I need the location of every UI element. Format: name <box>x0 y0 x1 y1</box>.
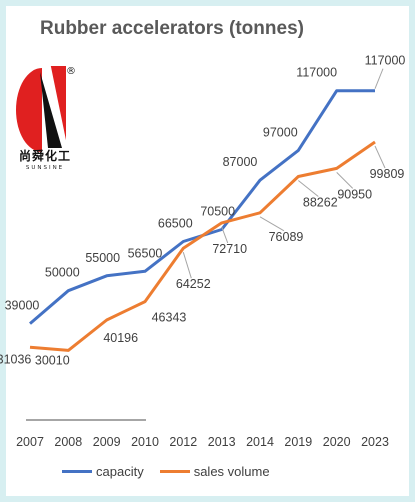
data-label-sales-volume: 40196 <box>103 331 138 345</box>
chart-title: Rubber accelerators (tonnes) <box>40 18 304 39</box>
data-label-sales-volume: 99809 <box>370 167 405 181</box>
data-label-capacity: 97000 <box>263 125 298 139</box>
legend-item-capacity: capacity <box>62 464 144 479</box>
leader-line <box>221 226 229 244</box>
sunsine-logo: ® <box>16 62 76 152</box>
data-label-sales-volume: 31036 <box>0 352 31 366</box>
data-label-capacity: 50000 <box>45 266 80 280</box>
x-tick-label: 2007 <box>16 435 44 449</box>
data-label-sales-volume: 76089 <box>269 230 304 244</box>
data-label-sales-volume: 46343 <box>152 311 187 325</box>
leader-line <box>297 180 319 197</box>
legend-swatch-sales-volume <box>159 470 190 473</box>
logo-chinese-text: 尚舜化工 <box>18 149 71 163</box>
leader-line <box>374 145 386 169</box>
data-label-capacity: 39000 <box>5 299 40 313</box>
data-label-sales-volume: 64252 <box>176 277 211 291</box>
legend-label-capacity: capacity <box>96 464 144 479</box>
x-tick-label: 2008 <box>54 435 82 449</box>
data-label-capacity: 117000 <box>296 66 337 80</box>
x-tick-label: 2014 <box>246 435 274 449</box>
data-label-capacity: 56500 <box>128 246 163 260</box>
data-label-capacity: 70500 <box>200 205 235 219</box>
legend-label-sales-volume: sales volume <box>193 464 270 479</box>
x-tick-label: 2023 <box>361 435 389 449</box>
x-tick-label: 2010 <box>131 435 159 449</box>
data-label-capacity: 55000 <box>85 251 120 265</box>
x-tick-label: 2012 <box>169 435 197 449</box>
data-label-capacity: 87000 <box>223 155 258 169</box>
leader-line <box>259 216 285 232</box>
legend-item-sales-volume: sales volume <box>159 464 270 479</box>
x-tick-label: 2019 <box>284 435 312 449</box>
data-label-sales-volume: 72710 <box>212 242 247 256</box>
data-label-sales-volume: 88262 <box>303 196 338 210</box>
x-tick-label: 2013 <box>208 435 236 449</box>
leader-line <box>374 68 384 89</box>
leader-line <box>336 172 354 189</box>
data-label-sales-volume: 30010 <box>35 353 70 367</box>
logo-english-text: SUNSINE <box>25 165 65 171</box>
data-label-capacity: 66500 <box>158 217 193 231</box>
series-line-sales-volume <box>29 140 376 352</box>
legend-swatch-capacity <box>62 470 92 473</box>
legend: capacity sales volume <box>62 464 286 479</box>
data-label-sales-volume: 90950 <box>337 187 372 201</box>
x-tick-label: 2009 <box>93 435 121 449</box>
data-label-capacity: 117000 <box>365 54 406 68</box>
chart-card <box>6 6 409 496</box>
leader-line <box>182 252 192 279</box>
logo-registered-mark: ® <box>66 66 76 77</box>
x-tick-label: 2020 <box>323 435 351 449</box>
